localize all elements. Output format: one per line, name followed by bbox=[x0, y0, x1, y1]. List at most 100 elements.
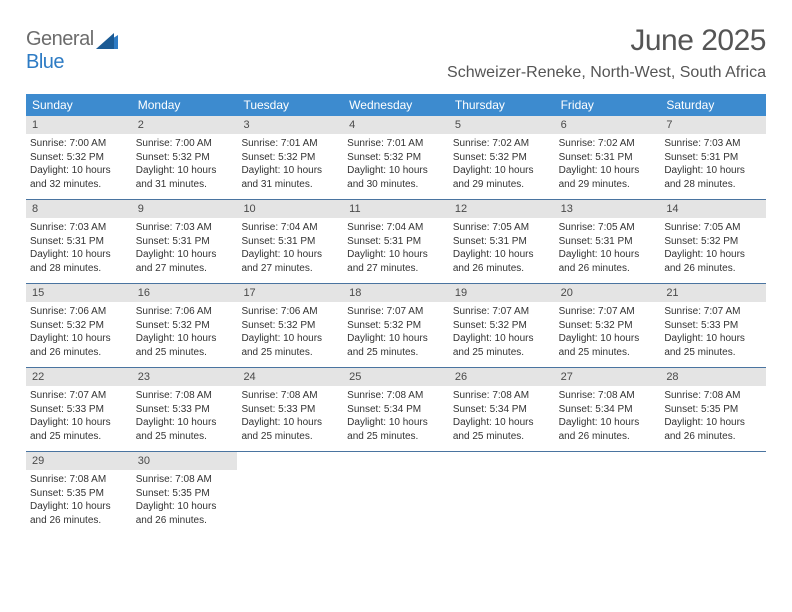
day-number: 20 bbox=[555, 284, 661, 302]
sunrise-line: Sunrise: 7:08 AM bbox=[241, 389, 339, 403]
calendar-cell: 22Sunrise: 7:07 AMSunset: 5:33 PMDayligh… bbox=[26, 368, 132, 451]
sunrise-line: Sunrise: 7:02 AM bbox=[453, 137, 551, 151]
day-number: 17 bbox=[237, 284, 343, 302]
calendar-cell: 23Sunrise: 7:08 AMSunset: 5:33 PMDayligh… bbox=[132, 368, 238, 451]
cell-body: Sunrise: 7:08 AMSunset: 5:35 PMDaylight:… bbox=[132, 470, 238, 535]
sunrise-line: Sunrise: 7:02 AM bbox=[559, 137, 657, 151]
calendar-cell: 18Sunrise: 7:07 AMSunset: 5:32 PMDayligh… bbox=[343, 284, 449, 367]
cell-body: Sunrise: 7:07 AMSunset: 5:32 PMDaylight:… bbox=[555, 302, 661, 367]
daylight-line: Daylight: 10 hours and 25 minutes. bbox=[241, 416, 339, 443]
sunset-line: Sunset: 5:32 PM bbox=[664, 235, 762, 249]
sunrise-line: Sunrise: 7:08 AM bbox=[347, 389, 445, 403]
sunset-line: Sunset: 5:33 PM bbox=[136, 403, 234, 417]
daylight-line: Daylight: 10 hours and 25 minutes. bbox=[347, 332, 445, 359]
day-number bbox=[555, 452, 661, 470]
day-number: 3 bbox=[237, 116, 343, 134]
calendar-cell: 21Sunrise: 7:07 AMSunset: 5:33 PMDayligh… bbox=[660, 284, 766, 367]
cell-body: Sunrise: 7:07 AMSunset: 5:32 PMDaylight:… bbox=[449, 302, 555, 367]
calendar-week: 29Sunrise: 7:08 AMSunset: 5:35 PMDayligh… bbox=[26, 452, 766, 535]
calendar-cell: 4Sunrise: 7:01 AMSunset: 5:32 PMDaylight… bbox=[343, 116, 449, 199]
day-header-cell: Thursday bbox=[449, 94, 555, 116]
calendar-week: 1Sunrise: 7:00 AMSunset: 5:32 PMDaylight… bbox=[26, 116, 766, 200]
sunrise-line: Sunrise: 7:08 AM bbox=[136, 389, 234, 403]
sunset-line: Sunset: 5:31 PM bbox=[347, 235, 445, 249]
sunrise-line: Sunrise: 7:01 AM bbox=[241, 137, 339, 151]
daylight-line: Daylight: 10 hours and 27 minutes. bbox=[136, 248, 234, 275]
month-title: June 2025 bbox=[447, 24, 766, 58]
sunrise-line: Sunrise: 7:03 AM bbox=[136, 221, 234, 235]
day-number: 30 bbox=[132, 452, 238, 470]
sunset-line: Sunset: 5:31 PM bbox=[664, 151, 762, 165]
daylight-line: Daylight: 10 hours and 32 minutes. bbox=[30, 164, 128, 191]
cell-body bbox=[237, 470, 343, 481]
daylight-line: Daylight: 10 hours and 26 minutes. bbox=[664, 248, 762, 275]
calendar-cell: 27Sunrise: 7:08 AMSunset: 5:34 PMDayligh… bbox=[555, 368, 661, 451]
sunrise-line: Sunrise: 7:05 AM bbox=[664, 221, 762, 235]
day-number: 4 bbox=[343, 116, 449, 134]
cell-body: Sunrise: 7:00 AMSunset: 5:32 PMDaylight:… bbox=[26, 134, 132, 199]
sunrise-line: Sunrise: 7:07 AM bbox=[664, 305, 762, 319]
sunset-line: Sunset: 5:34 PM bbox=[453, 403, 551, 417]
calendar-cell: 5Sunrise: 7:02 AMSunset: 5:32 PMDaylight… bbox=[449, 116, 555, 199]
sunrise-line: Sunrise: 7:08 AM bbox=[559, 389, 657, 403]
cell-body: Sunrise: 7:08 AMSunset: 5:33 PMDaylight:… bbox=[237, 386, 343, 451]
cell-body: Sunrise: 7:07 AMSunset: 5:33 PMDaylight:… bbox=[26, 386, 132, 451]
calendar-cell bbox=[555, 452, 661, 535]
sunset-line: Sunset: 5:35 PM bbox=[30, 487, 128, 501]
daylight-line: Daylight: 10 hours and 31 minutes. bbox=[136, 164, 234, 191]
sunrise-line: Sunrise: 7:04 AM bbox=[241, 221, 339, 235]
cell-body: Sunrise: 7:02 AMSunset: 5:31 PMDaylight:… bbox=[555, 134, 661, 199]
day-number: 13 bbox=[555, 200, 661, 218]
day-header-cell: Saturday bbox=[660, 94, 766, 116]
cell-body: Sunrise: 7:07 AMSunset: 5:32 PMDaylight:… bbox=[343, 302, 449, 367]
sunrise-line: Sunrise: 7:07 AM bbox=[559, 305, 657, 319]
calendar-cell: 13Sunrise: 7:05 AMSunset: 5:31 PMDayligh… bbox=[555, 200, 661, 283]
sunrise-line: Sunrise: 7:07 AM bbox=[30, 389, 128, 403]
calendar-cell: 2Sunrise: 7:00 AMSunset: 5:32 PMDaylight… bbox=[132, 116, 238, 199]
sunrise-line: Sunrise: 7:05 AM bbox=[559, 221, 657, 235]
calendar-week: 15Sunrise: 7:06 AMSunset: 5:32 PMDayligh… bbox=[26, 284, 766, 368]
calendar-cell bbox=[660, 452, 766, 535]
sunset-line: Sunset: 5:33 PM bbox=[30, 403, 128, 417]
daylight-line: Daylight: 10 hours and 25 minutes. bbox=[241, 332, 339, 359]
day-number: 26 bbox=[449, 368, 555, 386]
daylight-line: Daylight: 10 hours and 26 minutes. bbox=[30, 500, 128, 527]
daylight-line: Daylight: 10 hours and 31 minutes. bbox=[241, 164, 339, 191]
cell-body: Sunrise: 7:08 AMSunset: 5:34 PMDaylight:… bbox=[343, 386, 449, 451]
day-header-cell: Sunday bbox=[26, 94, 132, 116]
day-number bbox=[449, 452, 555, 470]
brand-part2: Blue bbox=[26, 51, 64, 73]
cell-body: Sunrise: 7:05 AMSunset: 5:31 PMDaylight:… bbox=[555, 218, 661, 283]
calendar-cell bbox=[237, 452, 343, 535]
daylight-line: Daylight: 10 hours and 28 minutes. bbox=[30, 248, 128, 275]
cell-body bbox=[343, 470, 449, 481]
cell-body: Sunrise: 7:01 AMSunset: 5:32 PMDaylight:… bbox=[237, 134, 343, 199]
calendar-cell: 20Sunrise: 7:07 AMSunset: 5:32 PMDayligh… bbox=[555, 284, 661, 367]
sunrise-line: Sunrise: 7:07 AM bbox=[347, 305, 445, 319]
day-number bbox=[237, 452, 343, 470]
sunset-line: Sunset: 5:31 PM bbox=[136, 235, 234, 249]
cell-body bbox=[660, 470, 766, 481]
calendar-cell: 15Sunrise: 7:06 AMSunset: 5:32 PMDayligh… bbox=[26, 284, 132, 367]
daylight-line: Daylight: 10 hours and 25 minutes. bbox=[347, 416, 445, 443]
day-number: 18 bbox=[343, 284, 449, 302]
calendar: SundayMondayTuesdayWednesdayThursdayFrid… bbox=[26, 94, 766, 535]
sunset-line: Sunset: 5:32 PM bbox=[347, 151, 445, 165]
sunrise-line: Sunrise: 7:06 AM bbox=[136, 305, 234, 319]
cell-body: Sunrise: 7:08 AMSunset: 5:35 PMDaylight:… bbox=[26, 470, 132, 535]
day-number: 19 bbox=[449, 284, 555, 302]
day-header-cell: Tuesday bbox=[237, 94, 343, 116]
sunrise-line: Sunrise: 7:07 AM bbox=[453, 305, 551, 319]
calendar-cell: 24Sunrise: 7:08 AMSunset: 5:33 PMDayligh… bbox=[237, 368, 343, 451]
day-header-cell: Friday bbox=[555, 94, 661, 116]
calendar-cell: 12Sunrise: 7:05 AMSunset: 5:31 PMDayligh… bbox=[449, 200, 555, 283]
daylight-line: Daylight: 10 hours and 25 minutes. bbox=[136, 416, 234, 443]
daylight-line: Daylight: 10 hours and 26 minutes. bbox=[30, 332, 128, 359]
cell-body: Sunrise: 7:04 AMSunset: 5:31 PMDaylight:… bbox=[237, 218, 343, 283]
sunset-line: Sunset: 5:32 PM bbox=[347, 319, 445, 333]
sunrise-line: Sunrise: 7:04 AM bbox=[347, 221, 445, 235]
day-number: 2 bbox=[132, 116, 238, 134]
sunset-line: Sunset: 5:32 PM bbox=[136, 151, 234, 165]
cell-body: Sunrise: 7:08 AMSunset: 5:34 PMDaylight:… bbox=[555, 386, 661, 451]
daylight-line: Daylight: 10 hours and 26 minutes. bbox=[559, 248, 657, 275]
